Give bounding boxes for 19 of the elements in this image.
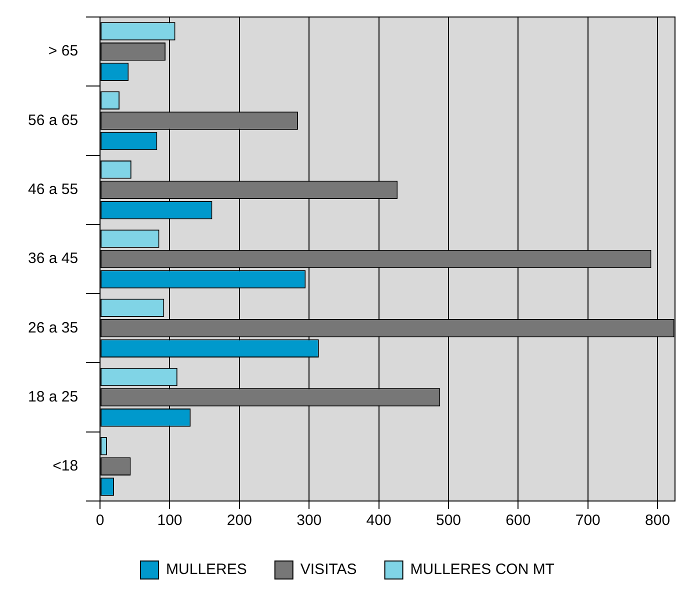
- x-tick-label: 100: [157, 512, 182, 530]
- y-tick-label: 26 a 35: [28, 319, 78, 336]
- x-tick-label: 400: [366, 512, 392, 530]
- x-tick-label: 200: [226, 512, 252, 530]
- x-tick-label: 600: [506, 512, 531, 530]
- x-tick-label: 0: [96, 512, 104, 530]
- legend-label: VISITAS: [300, 561, 357, 578]
- y-tick-label: 18 a 25: [28, 388, 78, 406]
- y-tick-label: 46 a 55: [28, 181, 78, 198]
- x-tick-label: 500: [436, 512, 462, 530]
- y-tick-label: 36 a 45: [28, 250, 78, 268]
- legend-label: MULLERES: [166, 561, 247, 578]
- y-tick-label: <18: [52, 458, 78, 475]
- legend-label: MULLERES CON MT: [410, 561, 554, 578]
- y-tick-label: > 65: [48, 42, 78, 60]
- y-tick-label: 56 a 65: [28, 112, 78, 129]
- x-tick-label: 700: [575, 512, 600, 530]
- x-tick-label: 800: [645, 512, 670, 530]
- x-tick-label: 300: [296, 512, 322, 530]
